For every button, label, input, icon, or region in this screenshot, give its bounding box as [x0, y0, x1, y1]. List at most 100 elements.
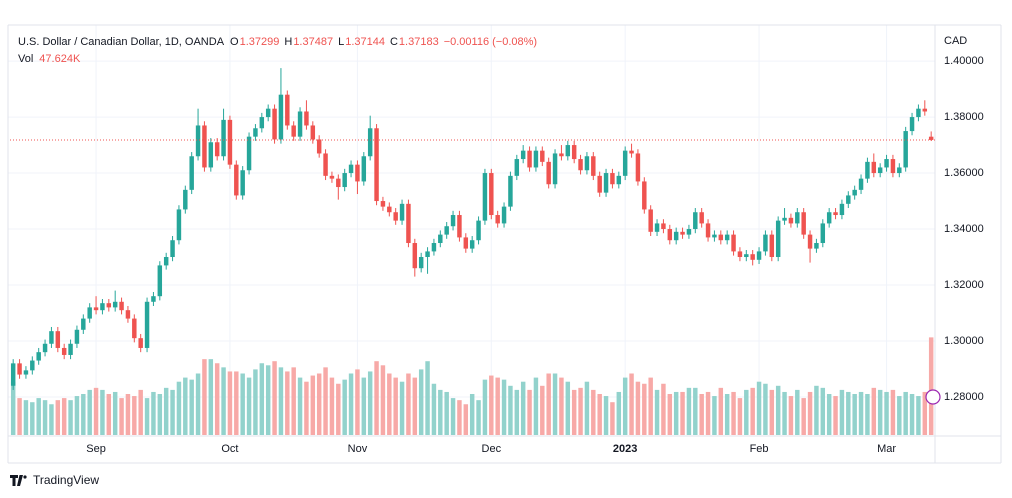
volume-bar: [74, 396, 80, 435]
candle-body: [259, 117, 265, 129]
volume-bar: [259, 363, 265, 435]
volume-bar: [489, 375, 494, 435]
volume-bar: [100, 389, 105, 435]
candle-body: [775, 220, 781, 258]
candle-body: [208, 142, 214, 168]
volume-bar: [546, 373, 551, 435]
candle-body: [374, 128, 379, 202]
candle-body: [310, 125, 316, 140]
candle-body: [463, 237, 469, 249]
volume-bar: [265, 365, 271, 435]
volume-bar: [807, 391, 813, 435]
volume-bar: [310, 375, 316, 435]
volume-bar: [826, 394, 832, 435]
candle-body: [673, 231, 679, 241]
candle-body: [93, 307, 99, 311]
candle-body: [629, 150, 634, 154]
candle-body: [705, 223, 711, 238]
x-tick-label: 2023: [613, 443, 637, 455]
y-tick-label: 1.32000: [944, 279, 984, 291]
candle-body: [170, 240, 175, 258]
volume-bar: [157, 394, 163, 435]
candle-body: [30, 360, 35, 371]
volume-bar: [431, 383, 437, 435]
volume-bar: [10, 381, 16, 435]
candle-body: [865, 161, 870, 179]
candle-body: [699, 212, 704, 224]
candle-body: [642, 181, 647, 210]
volume-bar: [584, 381, 590, 435]
candle-body: [272, 108, 277, 140]
volume-bar: [775, 385, 781, 435]
candle-body: [304, 111, 309, 126]
candle-body: [23, 370, 29, 375]
candle-body: [74, 329, 80, 344]
volume-bar: [367, 371, 373, 435]
candle-body: [138, 338, 143, 348]
candle-body: [514, 159, 520, 176]
volume-bar: [501, 379, 507, 435]
candle-body: [922, 108, 928, 112]
volume-bar: [661, 383, 666, 435]
volume-bar: [278, 367, 284, 435]
volume-bar: [36, 398, 41, 435]
candle-body: [801, 212, 806, 235]
volume-bar: [903, 391, 908, 435]
volume-bar: [30, 402, 35, 435]
candle-body: [17, 363, 22, 375]
candle-body: [482, 173, 488, 221]
candle-body: [884, 159, 889, 168]
candle-body: [737, 251, 743, 258]
volume-bar: [533, 377, 539, 435]
volume-legend: Vol 47.624K: [18, 53, 81, 65]
volume-bar: [214, 363, 220, 435]
candle-body: [61, 347, 67, 355]
candle-body: [285, 94, 290, 126]
candle-body: [361, 156, 367, 182]
volume-bar: [291, 367, 296, 435]
volume-bar: [55, 400, 61, 435]
volume-bar: [374, 361, 379, 435]
ohlc-value: 1.37487: [293, 36, 333, 48]
x-tick-label: Sep: [86, 443, 106, 455]
volume-bar: [304, 381, 309, 435]
candle-body: [788, 217, 794, 224]
candle-body: [202, 125, 207, 168]
volume-bar: [852, 394, 857, 435]
volume-bar: [846, 391, 851, 435]
volume-bar: [380, 365, 386, 435]
candle-body: [418, 257, 424, 269]
volume-bar: [571, 389, 577, 435]
volume-bar: [724, 394, 730, 435]
volume-bar: [183, 377, 188, 435]
candle-body: [667, 229, 673, 241]
candle-body: [495, 215, 500, 224]
candle-body: [578, 159, 583, 171]
ohlc-label: H: [284, 36, 292, 48]
x-tick-label: Dec: [482, 443, 502, 455]
candle-body: [833, 212, 838, 216]
volume-bar: [189, 379, 194, 435]
volume-bar: [87, 389, 92, 435]
event-marker[interactable]: [925, 389, 941, 405]
candle-body: [635, 153, 641, 182]
volume-bar: [839, 389, 845, 435]
candle-body: [591, 156, 596, 176]
candles: [10, 68, 934, 390]
volume-bar: [144, 398, 150, 435]
ohlc-label: O: [230, 36, 239, 48]
y-tick-label: 1.36000: [944, 167, 984, 179]
candle-body: [712, 234, 717, 238]
volume-bar: [399, 381, 405, 435]
candle-body: [820, 223, 826, 244]
y-tick-label: 1.40000: [944, 55, 984, 67]
candle-body: [444, 226, 449, 235]
volume-bar: [240, 373, 245, 435]
candle-body: [55, 331, 61, 348]
ohlc-value: 1.37144: [345, 36, 385, 48]
volume-bar: [393, 377, 398, 435]
volume-bar: [578, 387, 583, 435]
volume-bar: [865, 394, 870, 435]
volume-bar: [151, 391, 156, 435]
